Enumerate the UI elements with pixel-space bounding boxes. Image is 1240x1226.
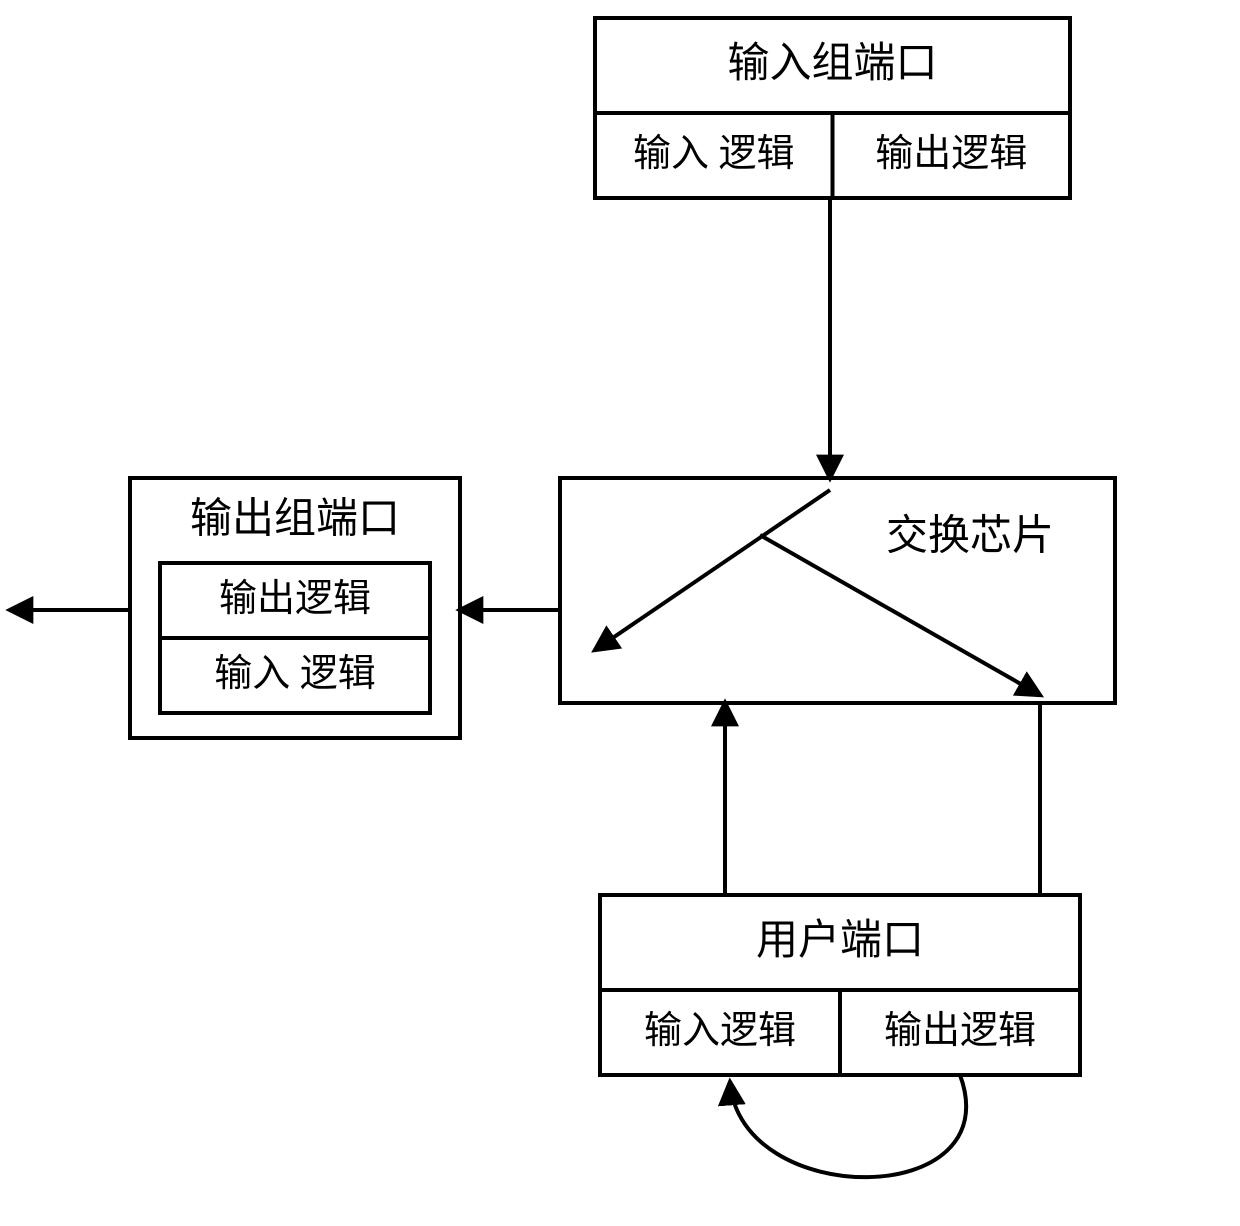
svg-text:输入 逻辑: 输入 逻辑 xyxy=(214,653,376,695)
svg-text:输出逻辑: 输出逻辑 xyxy=(875,133,1027,175)
svg-text:输入 逻辑: 输入 逻辑 xyxy=(633,133,795,175)
svg-text:交换芯片: 交换芯片 xyxy=(886,513,1054,560)
svg-text:输入组端口: 输入组端口 xyxy=(727,41,937,87)
svg-text:输入逻辑: 输入逻辑 xyxy=(644,1010,796,1052)
svg-text:输出逻辑: 输出逻辑 xyxy=(219,578,371,620)
svg-text:输出组端口: 输出组端口 xyxy=(190,497,400,543)
svg-text:用户端口: 用户端口 xyxy=(756,918,924,964)
svg-text:输出逻辑: 输出逻辑 xyxy=(884,1010,1036,1052)
